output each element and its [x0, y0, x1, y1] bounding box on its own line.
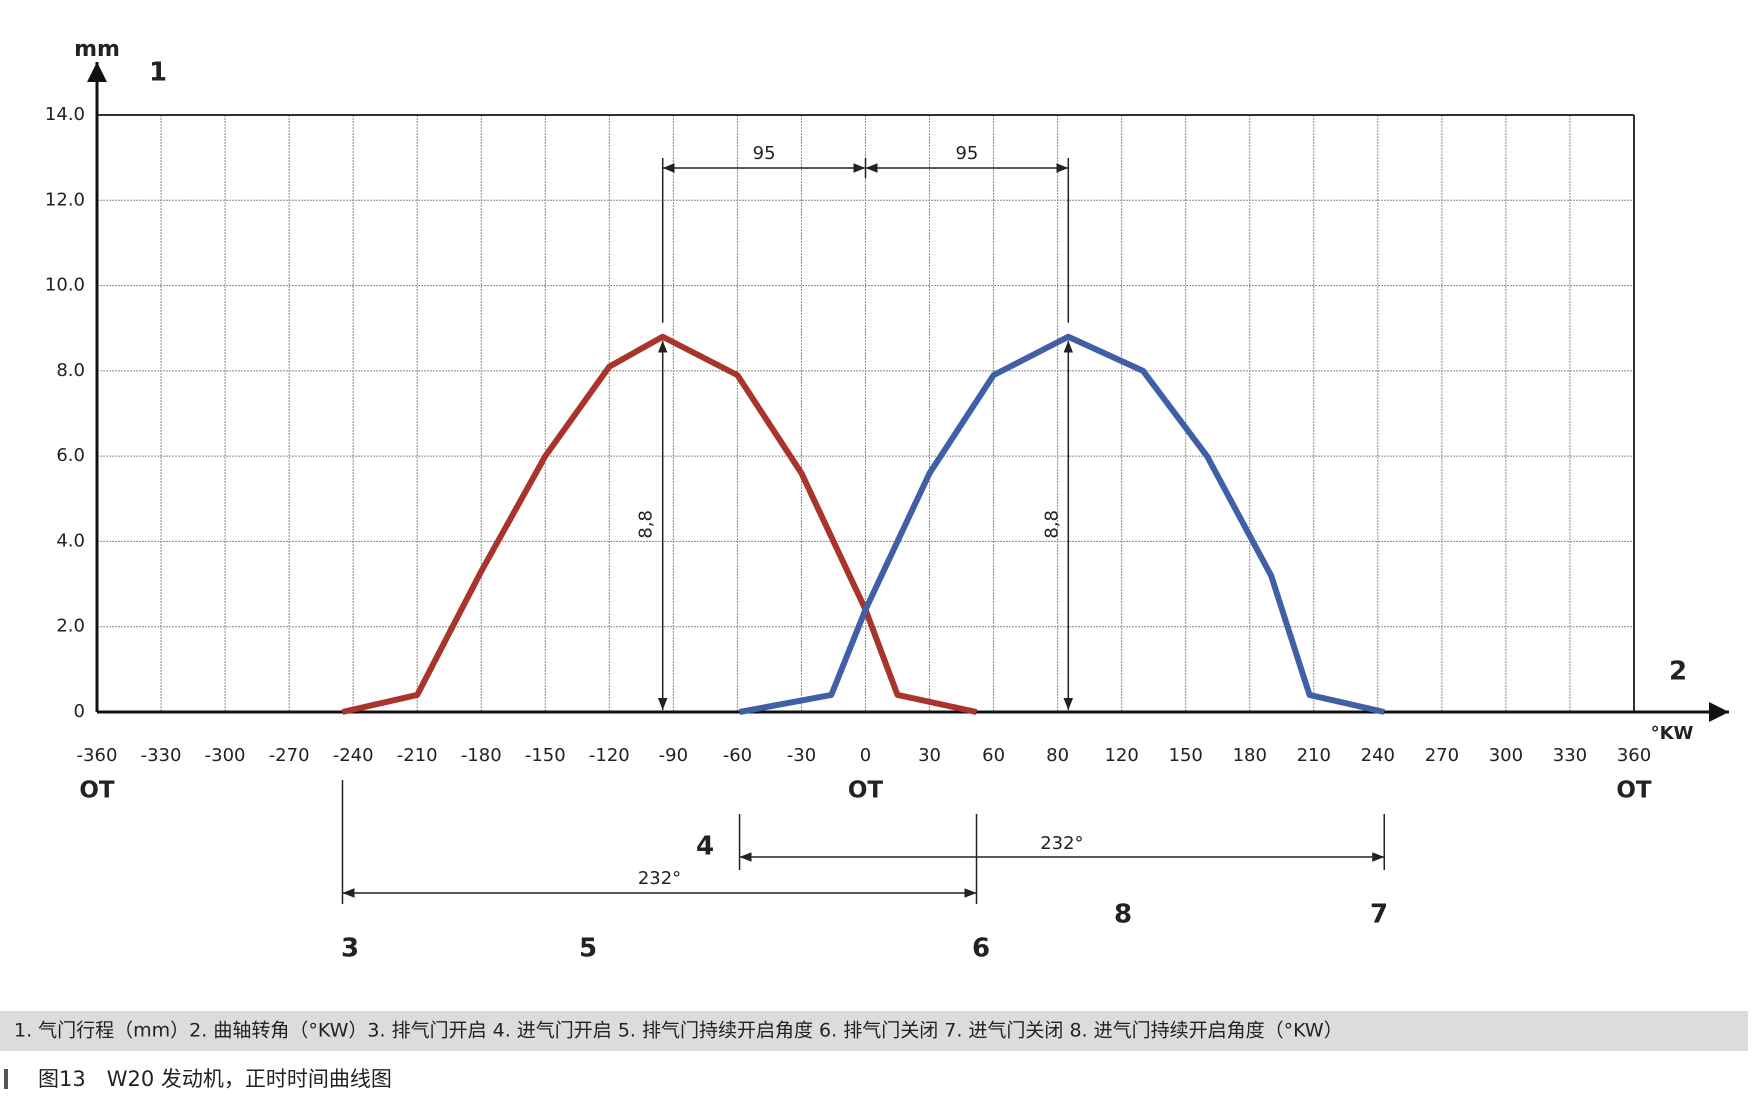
y-tick-label: 6.0 — [56, 445, 85, 466]
lift-curve — [341, 333, 978, 715]
x-tick-label: 180 — [1233, 745, 1267, 766]
y-tick-label: 4.0 — [56, 530, 85, 551]
x-tick-label: 0 — [860, 745, 871, 766]
x-tick-label: -240 — [333, 745, 374, 766]
marker-number: 8 — [1114, 900, 1132, 930]
x-tick-label: 270 — [1425, 745, 1459, 766]
y-tick-label: 14.0 — [45, 104, 85, 125]
x-tick-label: -150 — [525, 745, 566, 766]
y-unit: mm — [74, 37, 120, 62]
x-tick-label: 60 — [982, 745, 1005, 766]
lift-label: 8,8 — [1041, 510, 1062, 539]
offset-label: 95 — [753, 143, 776, 164]
y-tick-label: 10.0 — [45, 275, 85, 296]
y-tick-label: 8.0 — [56, 360, 85, 381]
x-tick-label: 330 — [1553, 745, 1587, 766]
caption: 1. 气门行程（mm）2. 曲轴转角（°KW）3. 排气门开启 4. 进气门开启… — [14, 1020, 1343, 1042]
x-tick-label: -60 — [723, 745, 752, 766]
caption-band — [0, 1011, 1748, 1051]
x-tick-label: 150 — [1169, 745, 1203, 766]
x-tick-label: -270 — [269, 745, 310, 766]
ot-label: OT — [848, 778, 884, 804]
x-tick-label: -330 — [141, 745, 182, 766]
x-tick-label: -120 — [589, 745, 630, 766]
duration-label: 232° — [638, 868, 681, 889]
x-tick-label: 80 — [1046, 745, 1069, 766]
x-tick-label: 30 — [918, 745, 941, 766]
title-bar — [4, 1069, 8, 1089]
x-tick-label: -300 — [205, 745, 246, 766]
x-tick-label: -180 — [461, 745, 502, 766]
marker-number: 7 — [1370, 900, 1388, 930]
ot-label: OT — [1616, 778, 1652, 804]
x-tick-label: 360 — [1617, 745, 1651, 766]
x-tick-label: -360 — [77, 745, 118, 766]
x-tick-label: 210 — [1297, 745, 1331, 766]
figure-title: 图13 W20 发动机，正时时间曲线图 — [38, 1067, 392, 1091]
ot-label: OT — [79, 778, 115, 804]
x-tick-label: 120 — [1104, 745, 1138, 766]
marker-number: 5 — [579, 934, 597, 964]
y-tick-label: 0 — [74, 701, 85, 722]
lift-label: 8,8 — [636, 510, 657, 539]
offset-label: 95 — [955, 143, 978, 164]
x-tick-label: -90 — [659, 745, 688, 766]
marker-number: 3 — [341, 934, 359, 964]
y-tick-label: 12.0 — [45, 189, 85, 210]
x-tick-label: 240 — [1361, 745, 1395, 766]
marker-number: 6 — [972, 934, 990, 964]
marker-number: 1 — [149, 58, 167, 88]
lift-curve — [739, 333, 1385, 715]
duration-label: 232° — [1040, 833, 1083, 854]
x-tick-label: -30 — [787, 745, 816, 766]
marker-number: 2 — [1669, 657, 1687, 687]
x-unit: °KW — [1651, 723, 1694, 744]
y-tick-label: 2.0 — [56, 616, 85, 637]
marker-number: 4 — [696, 832, 714, 862]
x-tick-label: 300 — [1489, 745, 1523, 766]
x-tick-label: -210 — [397, 745, 438, 766]
